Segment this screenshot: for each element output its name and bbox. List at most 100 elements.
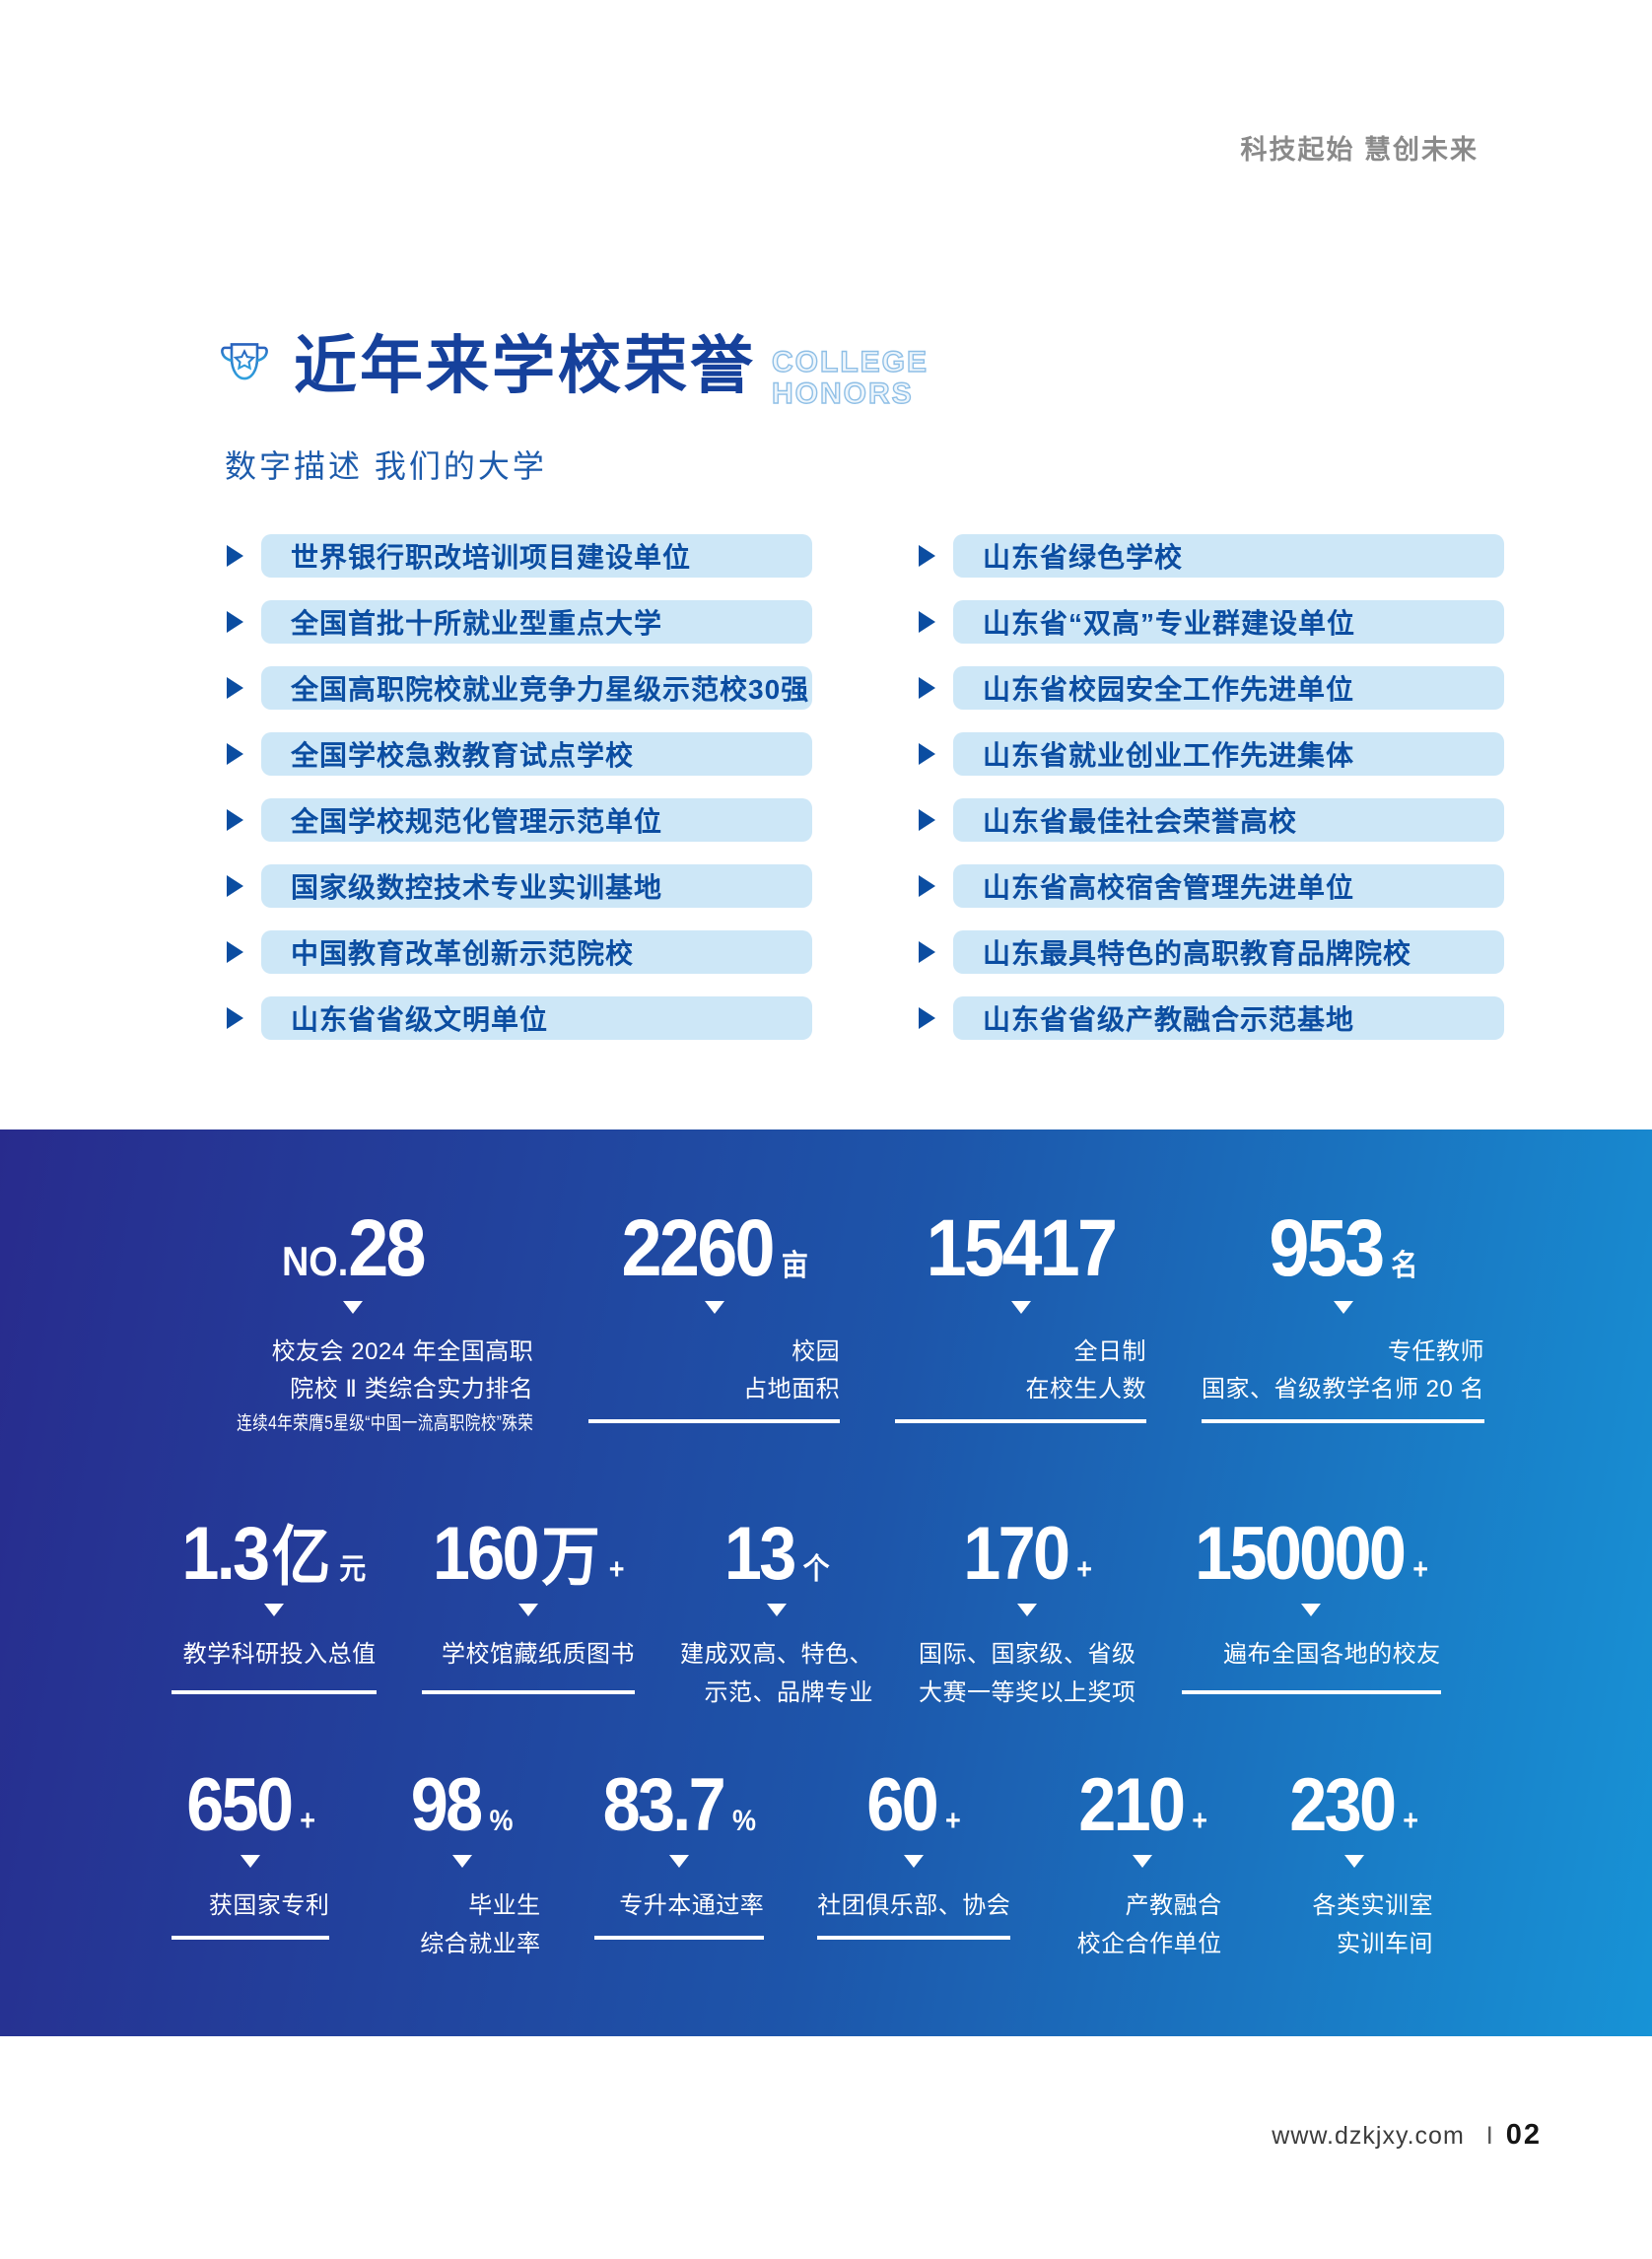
stat-unit: 元 [339, 1553, 367, 1586]
honor-item: 全国学校规范化管理示范单位 [227, 798, 812, 842]
stat-unit: + [1075, 1553, 1092, 1586]
honor-item: 全国高职院校就业竞争力星级示范校30强 [227, 666, 812, 710]
stat-value: 160万 + [432, 1517, 624, 1592]
honor-item: 山东省绿色学校 [919, 534, 1504, 578]
honor-text: 世界银行职改培训项目建设单位 [291, 542, 692, 573]
honor-text: 山东省高校宿舍管理先进单位 [983, 872, 1355, 903]
stat-unit: + [299, 1805, 315, 1837]
honor-text: 全国首批十所就业型重点大学 [291, 608, 663, 639]
stat-number: 28 [347, 1203, 426, 1293]
honor-text: 山东省绿色学校 [983, 542, 1184, 573]
stat-number: 650 [185, 1763, 294, 1847]
stat-research-investment: 1.3亿元 教学科研投入总值 [172, 1517, 377, 1694]
honor-pill: 全国学校规范化管理示范单位 [261, 798, 812, 842]
stat-label: 国家、省级教学名师 20 名 [1201, 1376, 1485, 1403]
stat-label: 在校生人数 [1025, 1376, 1146, 1403]
triangle-bullet-icon [227, 809, 243, 831]
stat-students: 15417 全日制 在校生人数 [895, 1208, 1146, 1423]
stat-label: 学校馆藏纸质图书 [442, 1641, 635, 1669]
stat-label: 建成双高、特色、 [680, 1641, 873, 1669]
stat-label: 院校 Ⅱ 类综合实力排名 [290, 1376, 534, 1403]
stat-value: 15417 [927, 1208, 1118, 1289]
honor-text: 全国学校急救教育试点学校 [291, 740, 635, 771]
stat-unit: 名 [1391, 1250, 1418, 1282]
honor-pill: 山东省“双高”专业群建设单位 [953, 600, 1504, 644]
stat-library-books: 160万 + 学校馆藏纸质图书 [421, 1517, 635, 1694]
triangle-bullet-icon [227, 1007, 243, 1029]
stats-banner: NO.28 校友会 2024 年全国高职 院校 Ⅱ 类综合实力排名 连续4年荣膺… [0, 1130, 1652, 2036]
triangle-bullet-icon [227, 743, 243, 765]
honors-column-right: 山东省绿色学校 山东省“双高”专业群建设单位 山东省校园安全工作先进单位 山东省… [919, 534, 1504, 1062]
honor-item: 中国教育改革创新示范院校 [227, 930, 812, 974]
stat-employment-rate: 98% 毕业生 综合就业率 [382, 1768, 541, 1957]
triangle-down-icon [517, 1604, 538, 1617]
stat-label: 获国家专利 [208, 1892, 330, 1920]
honor-text: 中国教育改革创新示范院校 [291, 938, 635, 969]
title-en-line1: COLLEGE [771, 346, 929, 378]
footer-separator: I [1485, 2122, 1494, 2150]
honor-pill: 山东省最佳社会荣誉高校 [953, 798, 1504, 842]
stat-labels: 获国家专利 [172, 1887, 329, 1925]
stat-labels: 校友会 2024 年全国高职 院校 Ⅱ 类综合实力排名 连续4年荣膺5星级“中国… [172, 1334, 533, 1439]
stat-value: 1.3亿元 [181, 1517, 367, 1592]
honor-item: 世界银行职改培训项目建设单位 [227, 534, 812, 578]
honor-text: 山东省“双高”专业群建设单位 [983, 608, 1356, 639]
triangle-bullet-icon [919, 1007, 935, 1029]
stat-teachers: 953 名 专任教师 国家、省级教学名师 20 名 [1201, 1208, 1485, 1423]
stats-row-2: 1.3亿元 教学科研投入总值 160万 + 学校馆藏纸质图书 13 个 建成 [172, 1517, 1441, 1706]
stat-value: 150000 + [1195, 1517, 1428, 1592]
stat-value: 210 + [1078, 1768, 1207, 1843]
triangle-bullet-icon [227, 611, 243, 633]
stat-labels: 国际、国家级、省级 大赛一等奖以上奖项 [919, 1636, 1136, 1712]
header-slogan: 科技起始 慧创未来 [1240, 135, 1479, 165]
stat-unit: % [489, 1805, 514, 1837]
stat-cooperation-units: 210 + 产教融合 校企合作单位 [1064, 1768, 1222, 1957]
stat-unit: 个 [802, 1553, 830, 1586]
honor-pill: 中国教育改革创新示范院校 [261, 930, 812, 974]
stat-number: 15417 [926, 1203, 1118, 1293]
stat-number: 98 [410, 1763, 483, 1847]
honor-pill: 山东省省级文明单位 [261, 996, 812, 1040]
stat-value: NO.28 [282, 1208, 427, 1289]
stat-labels: 社团俱乐部、协会 [817, 1887, 1010, 1925]
triangle-bullet-icon [227, 875, 243, 897]
honor-text: 山东省最佳社会荣誉高校 [983, 806, 1298, 837]
stat-unit: + [1403, 1805, 1419, 1837]
stat-training-rooms: 230 + 各类实训室 实训车间 [1275, 1768, 1433, 1957]
stat-unit: + [945, 1805, 962, 1837]
stat-labels: 建成双高、特色、 示范、品牌专业 [680, 1636, 873, 1712]
stat-label: 示范、品牌专业 [704, 1678, 873, 1706]
triangle-bullet-icon [919, 941, 935, 963]
triangle-down-icon [263, 1604, 284, 1617]
title-en-line2: HONORS [771, 376, 914, 410]
stat-number: 160 [432, 1512, 539, 1596]
stat-unit: % [731, 1805, 756, 1837]
honor-pill: 全国首批十所就业型重点大学 [261, 600, 812, 644]
honor-text: 山东最具特色的高职教育品牌院校 [983, 938, 1412, 969]
stat-labels: 专升本通过率 [594, 1887, 765, 1925]
stat-value: 83.7% [602, 1768, 756, 1843]
triangle-down-icon [1301, 1604, 1322, 1617]
stat-labels: 产教融合 校企合作单位 [1064, 1887, 1222, 1963]
page-footer: www.dzkjxy.com I 02 [1272, 2119, 1542, 2152]
stat-unit: + [1411, 1553, 1428, 1586]
stat-label-small: 连续4年荣膺5星级“中国一流高职院校”殊荣 [237, 1412, 534, 1434]
stat-value: 60 + [867, 1768, 962, 1843]
divider-line [172, 1690, 377, 1694]
stat-label: 产教融合 [1125, 1892, 1222, 1920]
honor-item: 山东省最佳社会荣誉高校 [919, 798, 1504, 842]
stat-number: 210 [1078, 1763, 1186, 1847]
honor-pill: 山东省高校宿舍管理先进单位 [953, 864, 1504, 908]
triangle-down-icon [1343, 1855, 1364, 1869]
stat-label: 遍布全国各地的校友 [1223, 1641, 1441, 1669]
stat-label: 校园 [792, 1337, 841, 1365]
honor-item: 山东省省级文明单位 [227, 996, 812, 1040]
honor-pill: 国家级数控技术专业实训基地 [261, 864, 812, 908]
triangle-down-icon [668, 1855, 689, 1869]
stat-number: 170 [962, 1512, 1070, 1596]
divider-line [1181, 1690, 1441, 1694]
honor-pill: 全国高职院校就业竞争力星级示范校30强 [261, 666, 812, 710]
stat-number: 83.7 [602, 1763, 725, 1847]
triangle-down-icon [451, 1855, 472, 1869]
honor-text: 山东省省级文明单位 [291, 1004, 549, 1035]
